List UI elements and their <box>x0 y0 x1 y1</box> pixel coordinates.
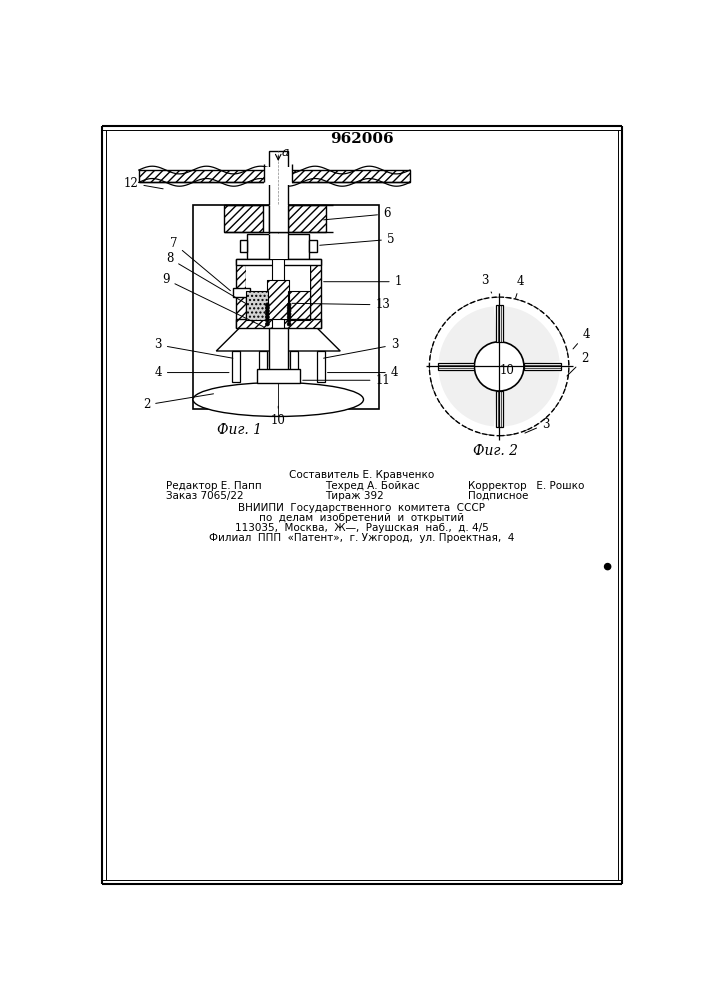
Ellipse shape <box>193 383 363 416</box>
Text: 3: 3 <box>324 338 398 358</box>
Bar <box>257 369 300 383</box>
Text: 4: 4 <box>154 366 229 379</box>
Wedge shape <box>438 366 499 426</box>
Circle shape <box>265 318 269 322</box>
Polygon shape <box>496 391 503 427</box>
Circle shape <box>265 315 269 319</box>
Text: 8: 8 <box>166 252 245 303</box>
Circle shape <box>474 342 524 391</box>
Text: 9: 9 <box>162 273 263 327</box>
Text: 1: 1 <box>324 275 402 288</box>
Circle shape <box>287 303 291 307</box>
Circle shape <box>287 322 291 326</box>
Circle shape <box>287 315 291 319</box>
Circle shape <box>265 303 269 307</box>
Text: 12: 12 <box>124 177 163 190</box>
Circle shape <box>287 309 291 313</box>
Bar <box>235 259 247 328</box>
Circle shape <box>287 318 291 322</box>
Text: 13: 13 <box>292 298 390 311</box>
Text: ВНИИПИ  Государственного  комитета  СССР: ВНИИПИ Государственного комитета СССР <box>238 503 486 513</box>
Circle shape <box>265 312 269 316</box>
Text: Заказ 7065/22: Заказ 7065/22 <box>166 491 243 501</box>
Text: 7: 7 <box>170 237 230 291</box>
Polygon shape <box>496 305 503 342</box>
Bar <box>233 288 250 297</box>
Polygon shape <box>216 328 340 351</box>
Text: 113035,  Москва,  Ж—̵,  Раушская  наб.,  д. 4/5: 113035, Москва, Ж—̵, Раушская наб., д. 4… <box>235 523 489 533</box>
Bar <box>288 205 327 232</box>
Text: 4: 4 <box>327 366 398 379</box>
Text: 10: 10 <box>271 406 286 427</box>
Text: 962006: 962006 <box>330 132 394 146</box>
Circle shape <box>604 564 611 570</box>
Wedge shape <box>438 306 499 366</box>
Bar <box>247 234 309 259</box>
Text: Техред А. Бойкас: Техред А. Бойкас <box>325 481 419 491</box>
Text: a: a <box>281 146 289 159</box>
Bar <box>232 351 240 382</box>
Text: Тираж 392: Тираж 392 <box>325 491 383 501</box>
Text: 5: 5 <box>320 233 395 246</box>
Bar <box>224 205 263 232</box>
Bar <box>259 351 267 382</box>
Text: 11: 11 <box>303 374 390 387</box>
Bar <box>224 205 263 232</box>
Circle shape <box>265 306 269 310</box>
Bar <box>247 259 310 328</box>
Bar <box>193 205 379 409</box>
Circle shape <box>265 322 269 326</box>
Text: 3: 3 <box>481 274 491 293</box>
Bar <box>269 328 288 382</box>
Text: Филиал  ППП  «Патент»,  г. Ужгород,  ул. Проектная,  4: Филиал ППП «Патент», г. Ужгород, ул. Про… <box>209 533 515 543</box>
Bar <box>267 280 289 319</box>
Circle shape <box>265 309 269 313</box>
Text: Фиг. 1: Фиг. 1 <box>217 423 262 437</box>
Text: Фиг. 2: Фиг. 2 <box>473 444 518 458</box>
Bar <box>269 151 288 366</box>
Bar <box>235 319 321 328</box>
Text: 10: 10 <box>499 364 514 377</box>
Bar <box>290 351 298 382</box>
Bar <box>310 259 321 328</box>
Text: Подписное: Подписное <box>468 491 529 501</box>
Bar <box>235 319 321 328</box>
Text: 2: 2 <box>143 394 214 411</box>
Text: 3: 3 <box>525 418 549 433</box>
Circle shape <box>429 297 569 436</box>
Text: Редактор Е. Папп: Редактор Е. Папп <box>166 481 262 491</box>
Text: Корректор   Е. Рошко: Корректор Е. Рошко <box>468 481 585 491</box>
Text: 3: 3 <box>154 338 233 358</box>
Wedge shape <box>499 366 559 426</box>
Bar <box>310 259 321 328</box>
Bar <box>139 170 410 182</box>
Polygon shape <box>309 240 317 252</box>
Bar <box>139 170 410 182</box>
Bar <box>317 351 325 382</box>
Polygon shape <box>524 363 561 370</box>
Bar <box>288 205 327 232</box>
Bar <box>264 167 292 185</box>
Text: Составитель Е. Кравченко: Составитель Е. Кравченко <box>289 470 435 480</box>
Bar <box>272 259 284 332</box>
Wedge shape <box>499 306 559 366</box>
Bar <box>267 280 289 319</box>
Text: 4: 4 <box>515 275 525 298</box>
Bar <box>235 259 247 328</box>
Bar <box>269 205 288 232</box>
Text: 4: 4 <box>573 328 590 349</box>
Text: 2: 2 <box>567 352 588 376</box>
Polygon shape <box>240 240 247 252</box>
Bar <box>235 259 321 265</box>
Text: по  делам  изобретений  и  открытий: по делам изобретений и открытий <box>259 513 464 523</box>
Text: 6: 6 <box>324 207 390 220</box>
Polygon shape <box>438 363 474 370</box>
Bar <box>288 291 310 320</box>
Circle shape <box>287 306 291 310</box>
Bar <box>269 234 288 259</box>
Circle shape <box>287 312 291 316</box>
Bar <box>247 291 268 320</box>
